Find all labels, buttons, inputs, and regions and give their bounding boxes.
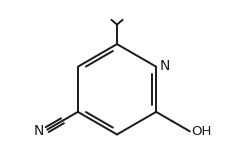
Text: N: N [33,124,44,138]
Text: N: N [159,59,170,73]
Text: OH: OH [192,125,212,138]
